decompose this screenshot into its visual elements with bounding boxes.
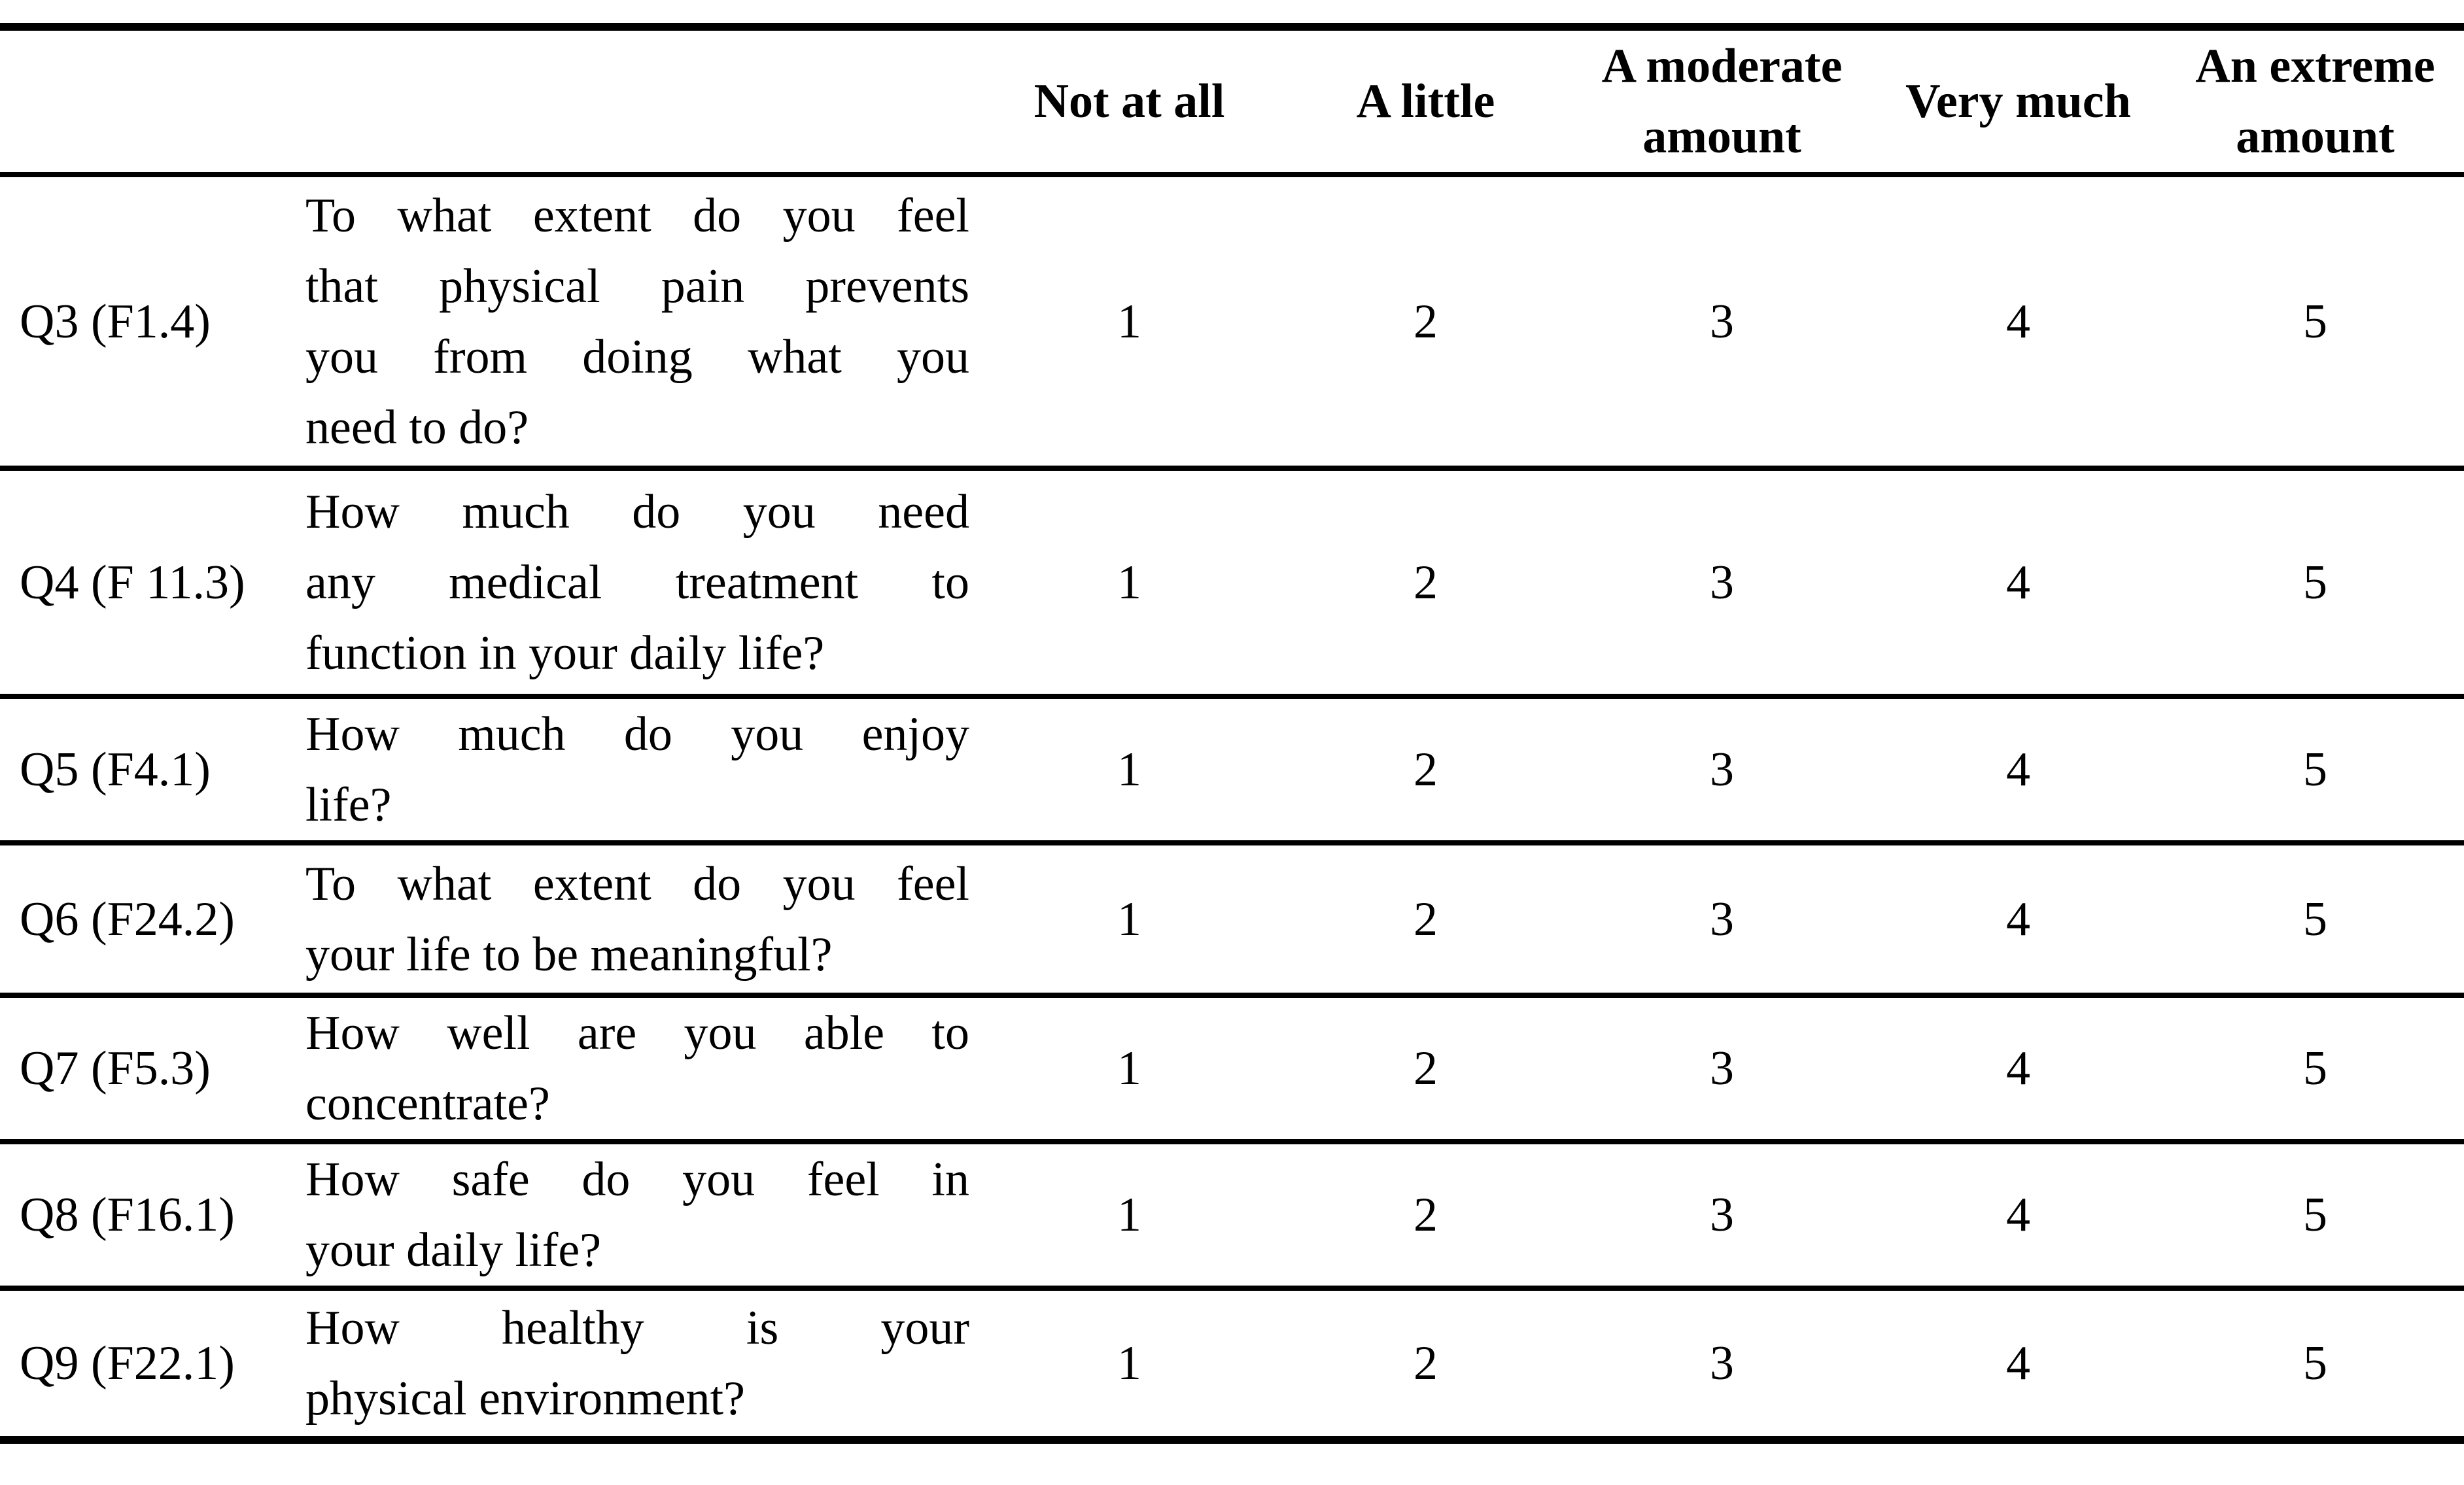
question-line: need to do? [305, 400, 529, 454]
scale-value-5: 5 [2303, 555, 2327, 609]
question-id: Q7 (F5.3) [20, 1042, 211, 1095]
question-text: To what extent do you feel your life to … [285, 843, 981, 995]
scale-value-1: 1 [1117, 892, 1141, 946]
question-text: To what extent do you feel that physical… [285, 175, 981, 468]
table-row-q3: Q3 (F1.4) To what extent do you feel tha… [0, 175, 2464, 468]
scale-value-1: 1 [1117, 743, 1141, 796]
question-id: Q5 (F4.1) [20, 743, 211, 796]
column-header-not-at-all: Not at all [981, 27, 1277, 177]
scale-value-5: 5 [2303, 1188, 2327, 1242]
question-line: you from doing what you [305, 330, 969, 384]
scale-value-2: 2 [1414, 1042, 1438, 1095]
scale-value-2: 2 [1414, 1337, 1438, 1390]
question-line: life? [305, 778, 392, 832]
question-id: Q8 (F16.1) [20, 1188, 235, 1242]
column-header-empty-question [285, 27, 981, 177]
question-line: To what extent do you feel [305, 188, 969, 243]
scale-value-5: 5 [2303, 743, 2327, 796]
header-row: Not at all A little A moderate amount Ve… [0, 27, 2464, 177]
question-id: Q9 (F22.1) [20, 1337, 235, 1390]
question-line: How safe do you feel in [305, 1153, 969, 1206]
question-id: Q4 (F 11.3) [20, 555, 245, 609]
table-row-q4: Q4 (F 11.3) How much do you need any med… [0, 468, 2464, 696]
table-header: Not at all A little A moderate amount Ve… [0, 27, 2464, 177]
column-header-very-much: Very much [1870, 27, 2166, 177]
scale-value-4: 4 [2006, 892, 2030, 946]
column-header-a-little: A little [1277, 27, 1574, 177]
scale-value-5: 5 [2303, 892, 2327, 946]
question-line: concentrate? [305, 1077, 550, 1131]
scale-value-2: 2 [1414, 555, 1438, 609]
scale-value-5: 5 [2303, 1337, 2327, 1390]
question-id: Q3 (F1.4) [20, 294, 211, 349]
question-line: How much do you need [305, 485, 969, 539]
question-text: How well are you able to concentrate? [285, 995, 981, 1142]
question-text: How healthy is your physical environment… [285, 1288, 981, 1440]
scale-value-3: 3 [1710, 743, 1734, 796]
scale-value-4: 4 [2006, 1042, 2030, 1095]
column-header-a-moderate-amount: A moderate amount [1574, 27, 1870, 177]
scale-value-4: 4 [2006, 743, 2030, 796]
scale-value-2: 2 [1414, 294, 1438, 349]
question-line: your daily life? [305, 1223, 602, 1277]
table-row-q8: Q8 (F16.1) How safe do you feel in your … [0, 1142, 2464, 1288]
scale-value-2: 2 [1414, 743, 1438, 796]
question-line: your life to be meaningful? [305, 927, 833, 981]
scale-value-4: 4 [2006, 1337, 2030, 1390]
scale-value-1: 1 [1117, 1188, 1141, 1242]
scale-value-4: 4 [2006, 1188, 2030, 1242]
scale-value-2: 2 [1414, 1188, 1438, 1242]
question-text: How much do you need any medical treatme… [285, 468, 981, 696]
column-header-an-extreme-amount: An extreme amount [2166, 27, 2464, 177]
question-text: How much do you enjoy life? [285, 696, 981, 843]
scale-value-3: 3 [1710, 294, 1734, 349]
question-line: physical environment? [305, 1372, 745, 1425]
question-line: To what extent do you feel [305, 857, 969, 911]
scale-value-5: 5 [2303, 1042, 2327, 1095]
scale-value-1: 1 [1117, 1042, 1141, 1095]
question-line: that physical pain prevents [305, 259, 969, 313]
scale-value-5: 5 [2303, 294, 2327, 349]
question-line: How healthy is your [305, 1301, 969, 1355]
column-header-empty-id [0, 27, 285, 177]
question-line: function in your daily life? [305, 626, 825, 680]
scale-value-3: 3 [1710, 892, 1734, 946]
question-text: How safe do you feel in your daily life? [285, 1142, 981, 1288]
scale-value-3: 3 [1710, 1337, 1734, 1390]
question-line: How much do you enjoy [305, 708, 969, 761]
table-row-q9: Q9 (F22.1) How healthy is your physical … [0, 1288, 2464, 1440]
question-line: any medical treatment to [305, 555, 969, 609]
scale-value-1: 1 [1117, 294, 1141, 349]
scale-value-2: 2 [1414, 892, 1438, 946]
scale-value-4: 4 [2006, 294, 2030, 349]
questionnaire-table-container: Not at all A little A moderate amount Ve… [0, 23, 2464, 1444]
table-row-q5: Q5 (F4.1) How much do you enjoy life? 1 … [0, 696, 2464, 843]
question-line: How well are you able to [305, 1006, 969, 1060]
table-row-q6: Q6 (F24.2) To what extent do you feel yo… [0, 843, 2464, 995]
scale-value-4: 4 [2006, 555, 2030, 609]
questionnaire-table: Not at all A little A moderate amount Ve… [0, 23, 2464, 1444]
table-row-q7: Q7 (F5.3) How well are you able to conce… [0, 995, 2464, 1142]
scale-value-3: 3 [1710, 555, 1734, 609]
scale-value-3: 3 [1710, 1042, 1734, 1095]
scale-value-1: 1 [1117, 555, 1141, 609]
question-id: Q6 (F24.2) [20, 892, 235, 946]
scale-value-3: 3 [1710, 1188, 1734, 1242]
table-body: Q3 (F1.4) To what extent do you feel tha… [0, 175, 2464, 1440]
scale-value-1: 1 [1117, 1337, 1141, 1390]
